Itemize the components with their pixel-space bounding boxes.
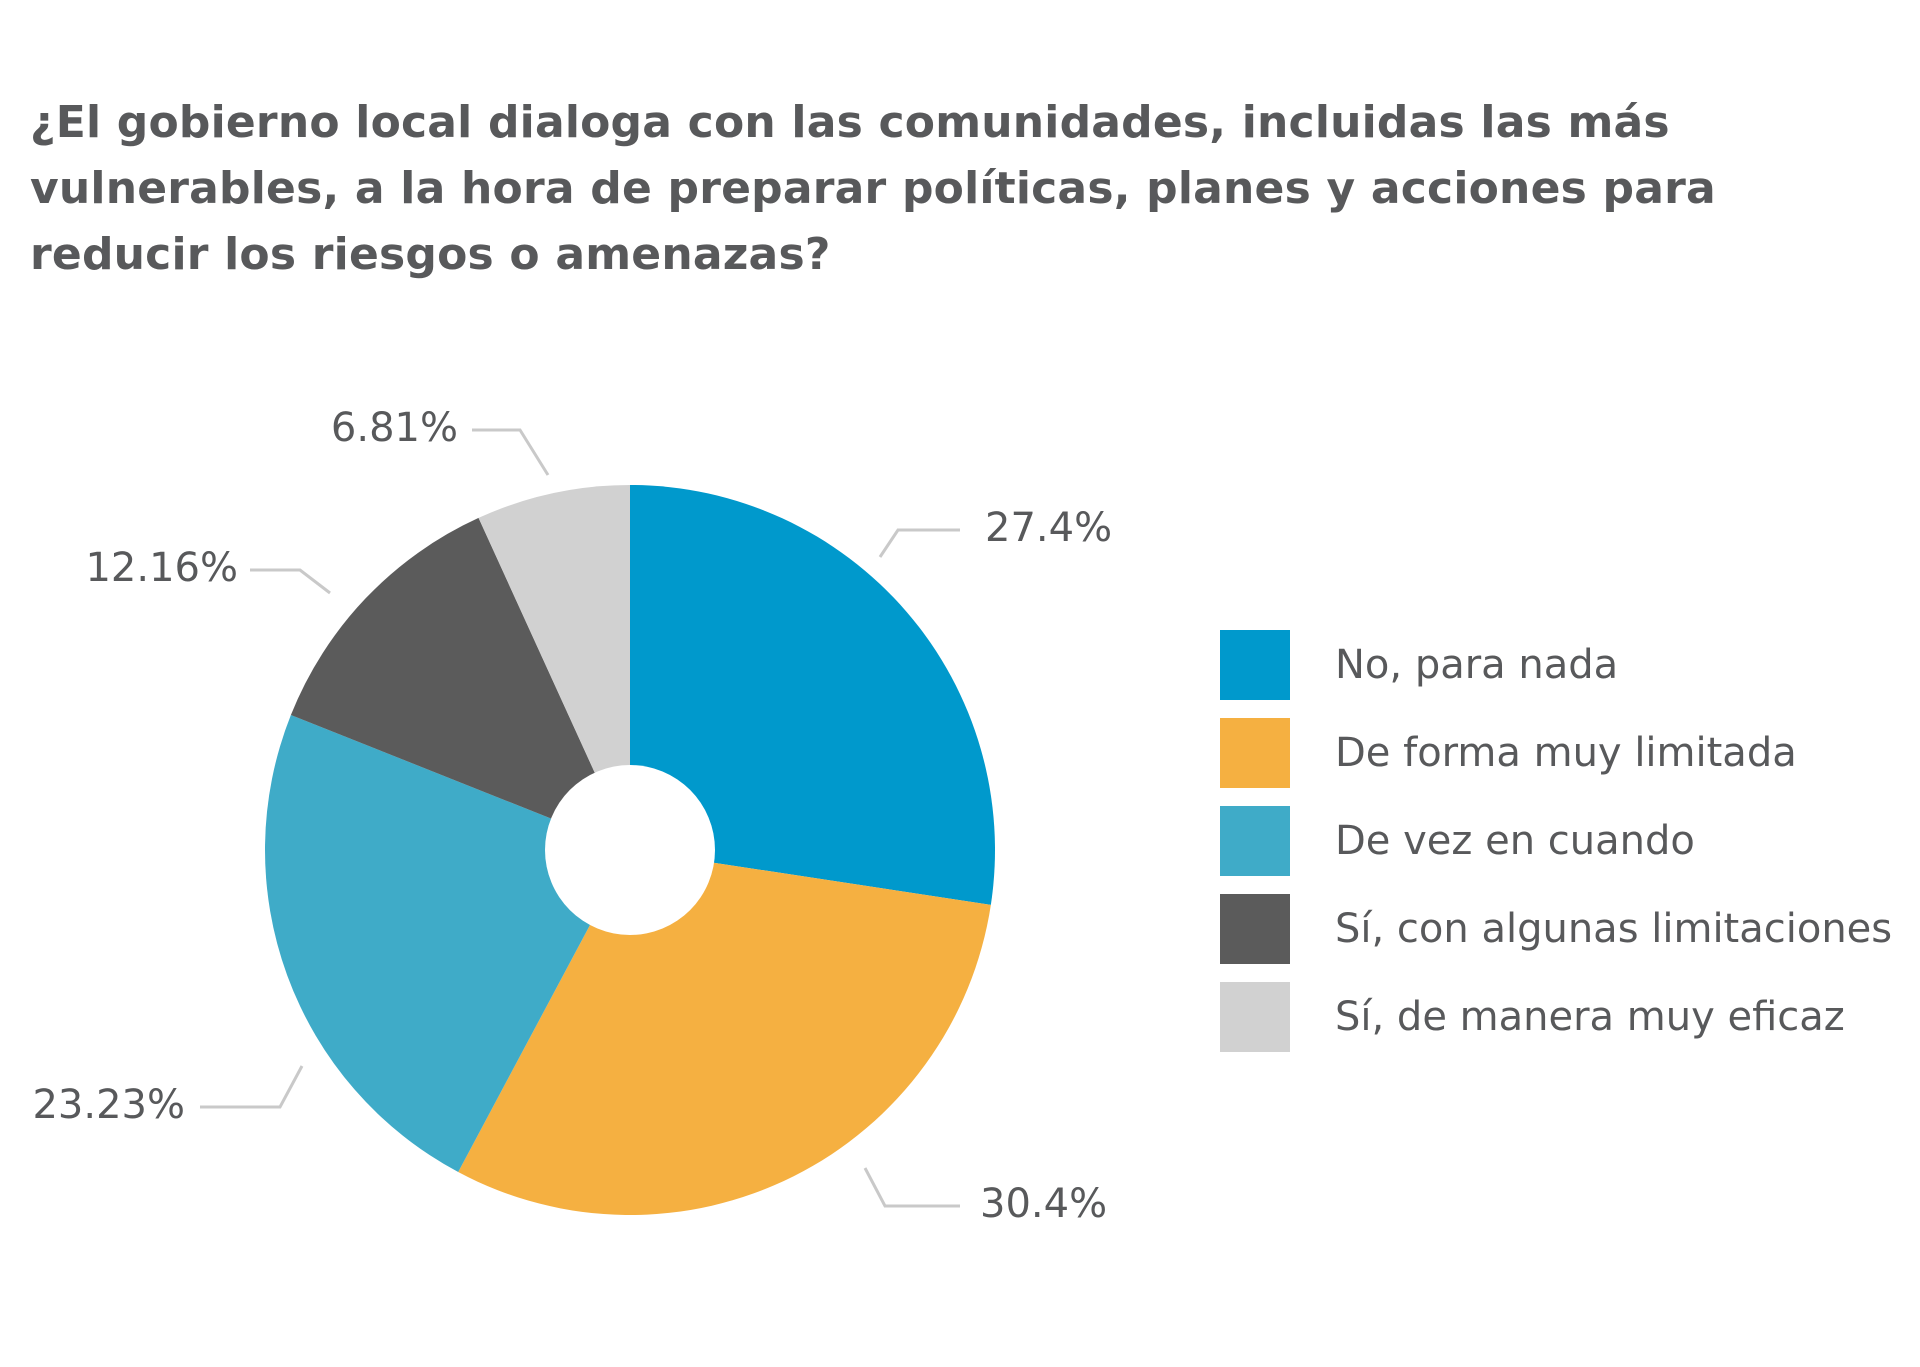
legend-swatch (1220, 630, 1290, 700)
data-label-4: 12.16% (85, 545, 238, 591)
legend-label: De forma muy limitada (1335, 730, 1797, 776)
data-label-5: 6.81% (331, 405, 458, 451)
legend-swatch (1220, 806, 1290, 876)
data-label-3: 23.23% (32, 1082, 185, 1128)
pie-slice-5 (478, 485, 630, 850)
chart-title: ¿El gobierno local dialoga con las comun… (30, 97, 1716, 280)
legend-label: Sí, de manera muy eficaz (1335, 994, 1845, 1040)
pie-slice-3 (265, 714, 630, 1173)
leader-line-2 (863, 1167, 960, 1208)
pie-slice-1 (630, 485, 995, 905)
leader-line-5 (472, 428, 550, 476)
pie-slice-2 (458, 850, 991, 1215)
legend-swatch (1220, 982, 1290, 1052)
leader-line-4 (250, 568, 331, 595)
legend-label: No, para nada (1335, 642, 1619, 688)
donut-hole (545, 765, 715, 935)
legend-swatch (1220, 894, 1290, 964)
leader-line-3 (200, 1065, 304, 1109)
data-label-1: 27.4% (985, 505, 1112, 551)
leader-line-1 (878, 528, 960, 558)
pie-slice-4 (290, 517, 630, 850)
legend-label: De vez en cuando (1335, 818, 1695, 864)
legend-label: Sí, con algunas limitaciones (1335, 906, 1893, 952)
data-label-2: 30.4% (980, 1181, 1107, 1227)
legend-swatch (1220, 718, 1290, 788)
